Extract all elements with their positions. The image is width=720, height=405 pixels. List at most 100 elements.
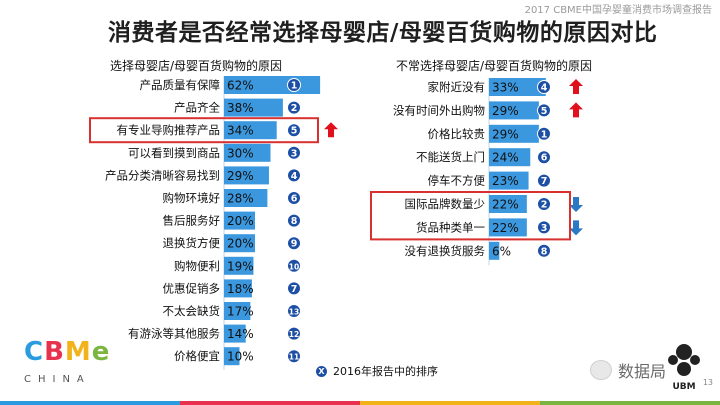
- rank-circle: [537, 243, 551, 258]
- stripe-red: [180, 401, 360, 405]
- category-label: 停车不方便: [428, 174, 486, 188]
- rank-number: 5: [541, 106, 548, 117]
- value-label: 20%: [227, 214, 254, 228]
- category-label: 产品齐全: [174, 101, 220, 115]
- bar: [489, 124, 539, 143]
- value-label: 38%: [227, 101, 254, 115]
- category-label: 可以看到摸到商品: [128, 146, 220, 160]
- watermark-text: 数据局: [618, 362, 667, 381]
- category-label: 退换货方便: [163, 236, 221, 250]
- up-arrow-icon: [324, 122, 338, 138]
- rank-number: 2: [541, 200, 548, 211]
- rank-number: 1: [541, 129, 548, 140]
- logo-subline: CHINA: [24, 374, 91, 385]
- value-label: 19%: [227, 259, 254, 273]
- down-arrow-icon: [569, 197, 583, 212]
- value-label: 23%: [492, 174, 519, 188]
- rank-number: 2: [291, 103, 298, 114]
- category-label: 产品分类清晰容易找到: [105, 168, 220, 182]
- bar: [489, 241, 500, 260]
- rank-number: 4: [541, 83, 548, 94]
- report-header-note: 2017 CBME中国孕婴童消费市场调查报告: [524, 5, 712, 16]
- bar: [224, 324, 246, 343]
- rank-number: 3: [541, 223, 548, 234]
- up-arrow-icon: [569, 102, 583, 118]
- value-label: 22%: [492, 221, 519, 235]
- bar: [489, 78, 546, 96]
- value-label: 29%: [492, 127, 519, 141]
- bar: [489, 195, 527, 213]
- rank-legend-symbol: X: [316, 365, 327, 377]
- bar: [224, 279, 252, 298]
- bar: [489, 101, 539, 120]
- highlight-box: [370, 191, 571, 241]
- value-label: 14%: [227, 327, 254, 341]
- value-label: 17%: [227, 305, 254, 319]
- bar: [224, 166, 269, 185]
- rank-number: 3: [291, 148, 298, 159]
- category-label: 购物环境好: [163, 191, 221, 205]
- value-label: 30%: [227, 146, 254, 160]
- category-label: 售后服务好: [163, 214, 221, 228]
- rank-circle: [537, 103, 551, 118]
- rank-circle: [287, 258, 301, 273]
- value-label: 28%: [227, 192, 254, 206]
- rank-number: 5: [291, 126, 298, 137]
- value-label: 29%: [227, 169, 254, 183]
- page-title: 消费者是否经常选择母婴店/母婴百货购物的原因对比: [108, 20, 658, 46]
- value-label: 6%: [492, 244, 511, 258]
- ubm-dots-icon: [668, 344, 700, 376]
- rank-circle: [287, 236, 301, 251]
- stripe-blue: [0, 401, 180, 405]
- highlight-box: [89, 117, 319, 144]
- rank-circle: [287, 100, 301, 115]
- category-label: 购物便利: [174, 259, 220, 273]
- rank-number: 8: [291, 216, 298, 227]
- watermark: 数据局: [590, 358, 666, 382]
- category-label: 优惠促销多: [163, 281, 221, 295]
- rank-number: 12: [289, 330, 299, 339]
- ubm-label: UBM: [672, 382, 696, 392]
- rank-circle: [537, 220, 551, 235]
- bar: [224, 143, 271, 162]
- rank-circle: [287, 78, 301, 92]
- category-label: 没有退换货服务: [405, 244, 486, 258]
- rank-number: 7: [291, 284, 298, 295]
- rank-circle: [287, 191, 301, 205]
- bar: [489, 171, 529, 190]
- bar: [224, 234, 255, 253]
- category-label: 货品种类单一: [416, 220, 485, 234]
- page-number: 13: [702, 378, 713, 387]
- value-label: 20%: [227, 237, 254, 251]
- rank-number: 6: [291, 194, 298, 205]
- rank-circle: [537, 197, 551, 211]
- rank-number: 8: [541, 246, 548, 257]
- bar: [224, 189, 268, 207]
- up-arrow-icon: [569, 79, 583, 94]
- rank-circle: [287, 304, 301, 318]
- wechat-icon: [590, 360, 612, 380]
- rank-legend: X 2016年报告中的排序: [316, 363, 438, 379]
- rank-circle: [287, 281, 301, 296]
- value-label: 34%: [227, 124, 254, 138]
- ubm-logo: UBM: [664, 340, 704, 392]
- rank-number: 10: [289, 262, 299, 271]
- bar: [224, 121, 277, 140]
- right-chart-title: 不常选择母婴店/母婴百货购物的原因: [396, 59, 593, 73]
- category-label: 价格便宜: [174, 349, 220, 363]
- rank-number: 11: [289, 353, 299, 362]
- category-label: 国际品牌数量少: [405, 197, 486, 211]
- bar: [224, 211, 255, 230]
- rank-circle: [287, 168, 301, 183]
- category-label: 不能送货上门: [416, 150, 485, 164]
- value-label: 22%: [492, 198, 519, 212]
- down-arrow-icon: [569, 220, 583, 236]
- bar: [224, 98, 283, 117]
- value-label: 29%: [492, 104, 519, 118]
- cbme-logo: CBMe CHINA: [24, 338, 116, 392]
- category-label: 不太会缺货: [163, 304, 221, 318]
- bar: [224, 256, 254, 275]
- value-label: 10%: [227, 350, 254, 364]
- value-label: 24%: [492, 151, 519, 165]
